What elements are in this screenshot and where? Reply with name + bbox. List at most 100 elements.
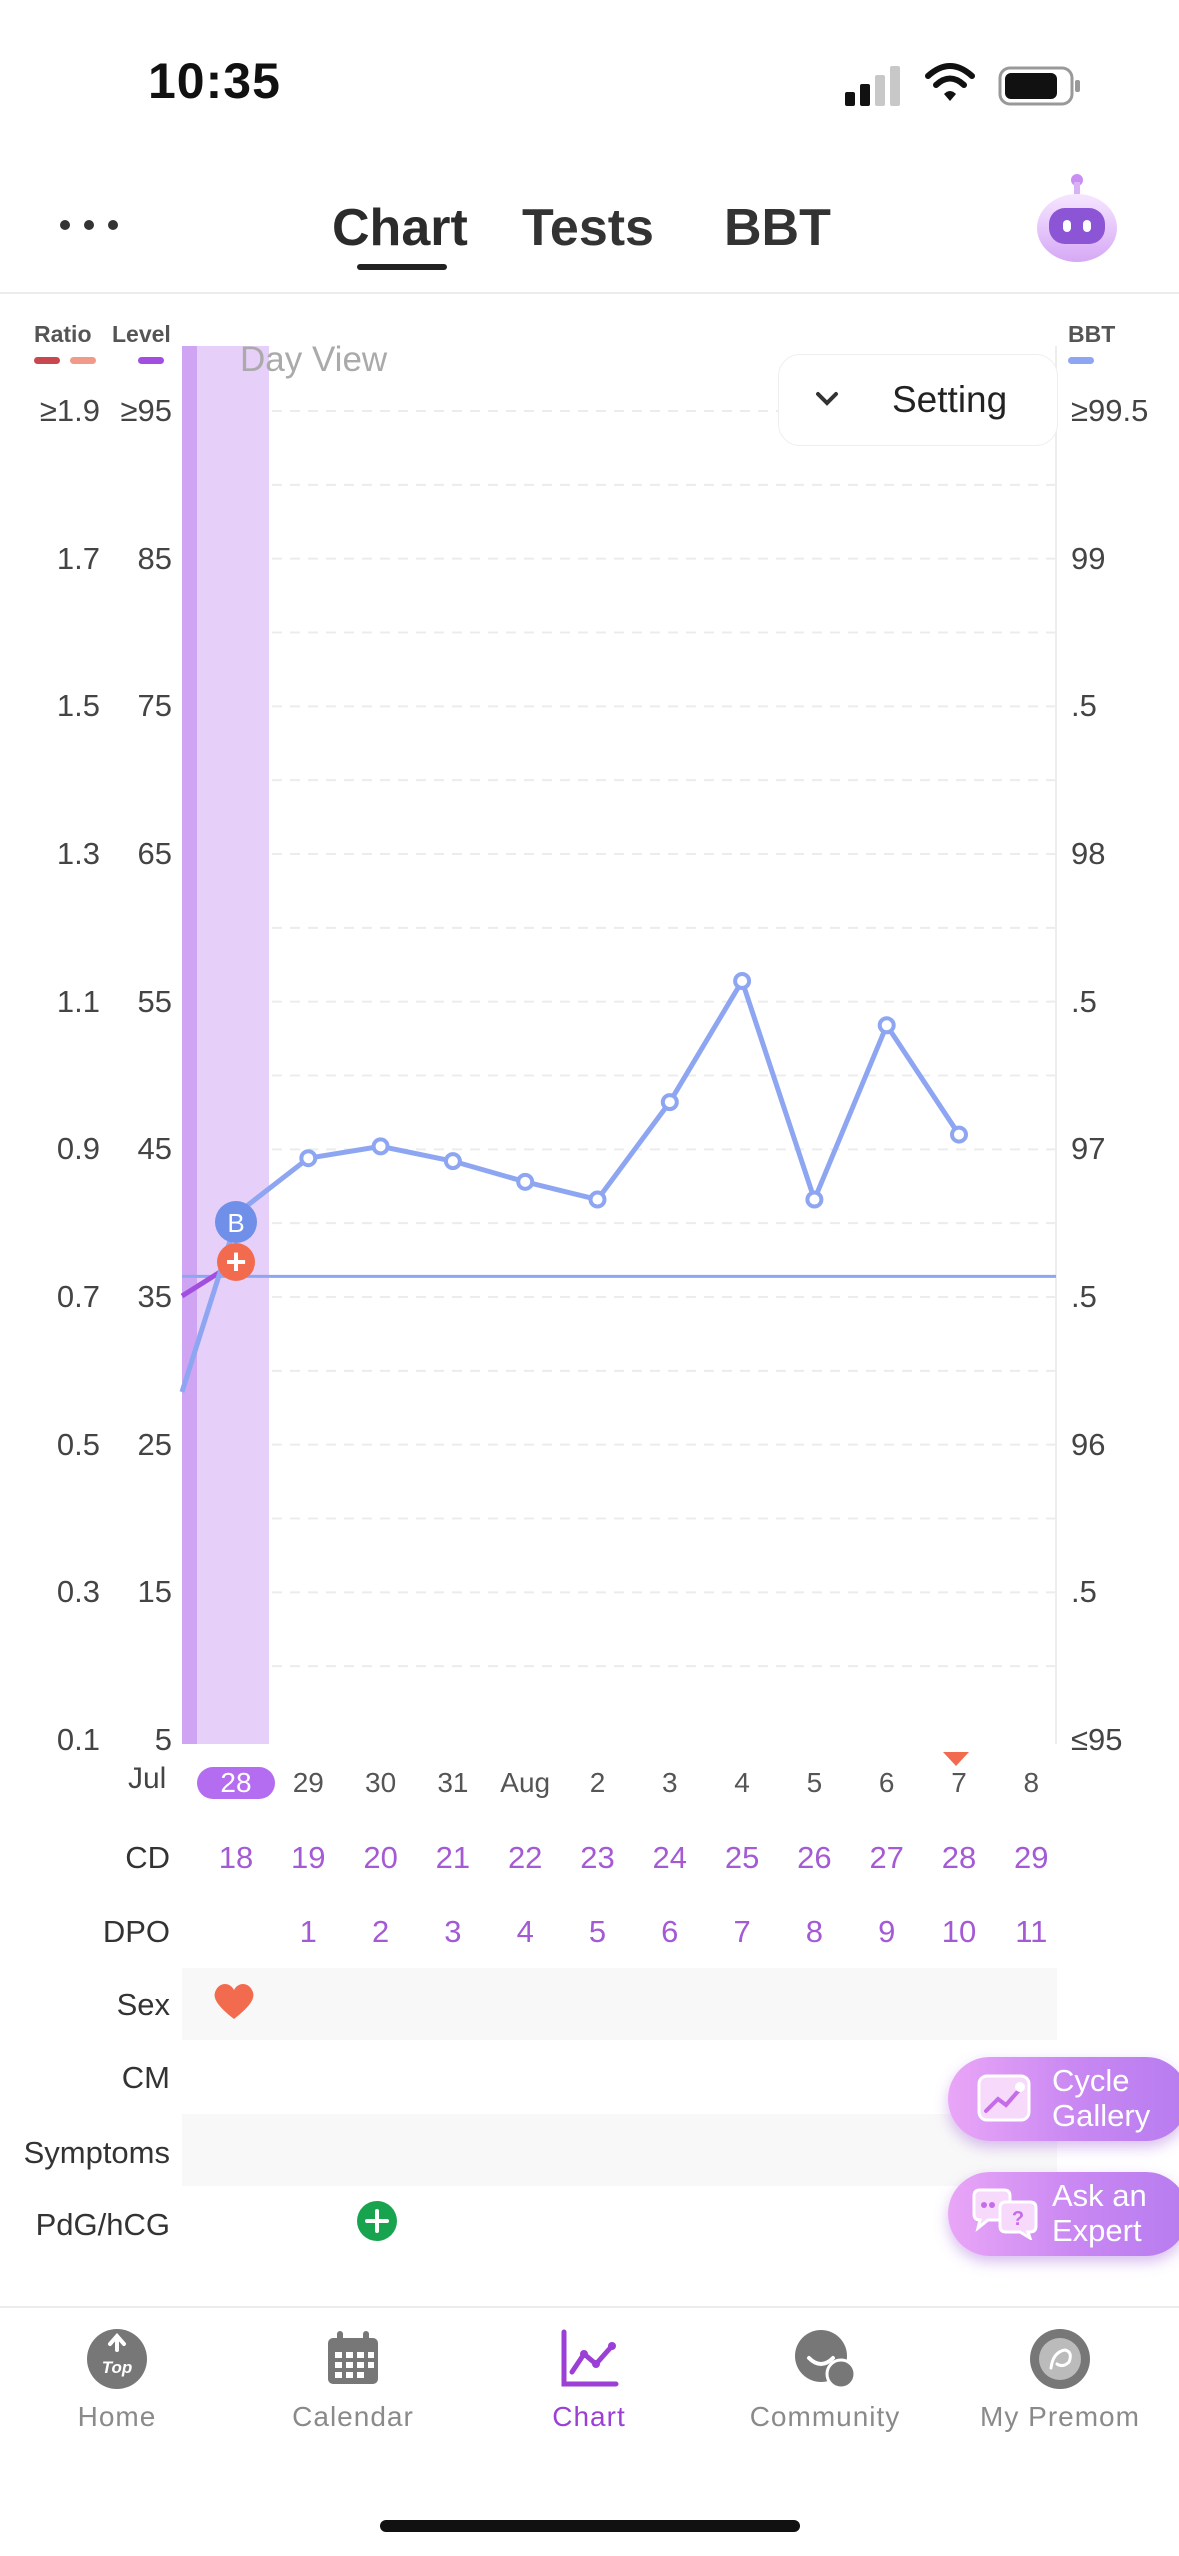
cm-row-label: CM [121, 2060, 170, 2095]
bbt-tick-label: .5 [1071, 1279, 1097, 1314]
day-view-label: Day View [240, 340, 388, 379]
legend-bbt-bar [1068, 357, 1094, 364]
x-day-label[interactable]: 30 [365, 1767, 397, 1798]
bbt-tick-label: ≤95 [1071, 1722, 1123, 1757]
add-pdg-button[interactable] [356, 2200, 398, 2242]
nav-community[interactable]: Community [735, 2328, 915, 2433]
ratio-tick-label: 0.5 [56, 1426, 100, 1462]
pdg-row-label: PdG/hCG [35, 2207, 170, 2242]
nav-divider [0, 2306, 1179, 2308]
level-tick-label: 25 [137, 1426, 172, 1462]
sex-row-band[interactable] [182, 1968, 1057, 2040]
x-day-label[interactable]: 5 [806, 1767, 823, 1798]
period-band-dark [182, 346, 197, 1744]
nav-calendar[interactable]: Calendar [263, 2328, 443, 2433]
more-options-button[interactable] [60, 210, 120, 240]
nav-home[interactable]: Top Home [27, 2328, 207, 2433]
cd-value: 28 [941, 1840, 977, 1875]
chart-plot[interactable]: B + [0, 0, 1179, 1770]
nav-chart[interactable]: Chart [499, 2328, 679, 2433]
bbt-tick-label: .5 [1071, 688, 1097, 724]
tab-tests[interactable]: Tests [522, 199, 654, 257]
home-indicator [380, 2520, 800, 2532]
cd-value: 24 [652, 1840, 688, 1875]
assistant-robot-icon[interactable] [1032, 170, 1122, 270]
dpo-value: 3 [444, 1914, 462, 1949]
calendar-icon [328, 2331, 378, 2384]
nav-my-premom[interactable]: My Premom [970, 2328, 1150, 2433]
x-day-label[interactable]: 6 [878, 1767, 895, 1798]
cycle-gallery-button[interactable]: Cycle Gallery [948, 2057, 1179, 2141]
heart-icon[interactable] [212, 1981, 256, 2021]
period-band [197, 346, 269, 1744]
legend-level-bar [138, 357, 164, 364]
sex-row-label: Sex [116, 1987, 170, 2022]
level-tick-label: 15 [137, 1574, 172, 1610]
bbt-tick-label: .5 [1071, 1574, 1097, 1610]
svg-text:?: ? [1012, 2208, 1024, 2230]
ratio-tick-label: 0.9 [56, 1131, 100, 1167]
cd-value: 20 [363, 1840, 398, 1875]
tab-chart[interactable]: Chart [332, 199, 468, 257]
dpo-value: 4 [516, 1914, 534, 1949]
bbt-tick-label: 97 [1071, 1131, 1106, 1167]
bbt-tick-label: ≥99.5 [1071, 393, 1149, 428]
nav-chart-label: Chart [552, 2401, 626, 2432]
x-day-label[interactable]: 4 [734, 1767, 750, 1798]
ratio-tick-label: 1.1 [56, 983, 100, 1019]
level-tick-label: 35 [137, 1279, 172, 1314]
x-day-label[interactable]: 28 [220, 1767, 252, 1798]
level-tick-label: 45 [137, 1131, 172, 1167]
bbt-series-line [234, 978, 962, 1217]
x-day-label[interactable]: 29 [292, 1767, 324, 1798]
selected-day-pill [197, 1767, 275, 1799]
tab-underline [357, 264, 447, 270]
ratio-tick-label: ≥1.9 [39, 393, 100, 428]
cd-value: 23 [580, 1840, 615, 1875]
bbt-data-point [660, 1093, 679, 1112]
ratio-tick-label: 1.7 [56, 540, 100, 576]
dpo-value: 9 [878, 1914, 896, 1949]
ratio-tick-label: 1.3 [56, 836, 100, 871]
legend-ratio: Ratio [34, 321, 92, 347]
bbt-tick-label: 99 [1071, 540, 1106, 576]
cd-value: 18 [218, 1840, 254, 1875]
symptoms-row-label: Symptoms [23, 2135, 170, 2170]
level-tick-label: 75 [137, 688, 172, 724]
setting-dropdown[interactable]: Setting [778, 354, 1058, 446]
tab-bbt[interactable]: BBT [724, 199, 831, 257]
x-day-label[interactable]: 2 [589, 1767, 606, 1798]
status-time: 10:35 [148, 53, 281, 109]
x-day-label[interactable]: 3 [662, 1767, 678, 1798]
community-icon [795, 2330, 857, 2390]
chevron-down-icon [816, 392, 838, 406]
x-day-label[interactable]: 31 [437, 1767, 469, 1798]
bbt-data-point [733, 971, 752, 990]
nav-my-premom-label: My Premom [980, 2401, 1140, 2432]
dpo-value: 11 [1015, 1914, 1048, 1949]
nav-calendar-label: Calendar [292, 2401, 414, 2432]
ask-expert-button[interactable]: ? Ask an Expert [948, 2172, 1179, 2256]
bbt-marker-b-label: B [227, 1208, 244, 1238]
dpo-value: 7 [733, 1914, 751, 1949]
level-tick-label: 65 [137, 836, 172, 871]
home-icon: Top [87, 2329, 147, 2389]
level-tick-label: 5 [154, 1722, 172, 1757]
x-month-jul: Jul [128, 1762, 167, 1795]
add-test-marker [217, 1243, 255, 1281]
x-day-label[interactable]: 8 [1023, 1767, 1040, 1798]
x-day-label[interactable]: 7 [951, 1767, 967, 1798]
dpo-row-label: DPO [102, 1914, 170, 1949]
svg-text:Top: Top [102, 2358, 133, 2377]
battery-icon [998, 66, 1080, 106]
wifi-icon [925, 63, 975, 101]
legend-level: Level [112, 321, 171, 347]
x-day-label[interactable]: Aug [500, 1767, 551, 1798]
bbt-data-point [877, 1016, 896, 1035]
level-tick-label: 85 [137, 540, 172, 576]
ask-expert-label: Ask an Expert [1052, 2178, 1147, 2248]
dpo-value: 6 [661, 1914, 679, 1949]
symptoms-row-band[interactable] [182, 2114, 1057, 2186]
signal-icon [845, 66, 900, 106]
legend-ratio-bar-2 [70, 357, 96, 364]
